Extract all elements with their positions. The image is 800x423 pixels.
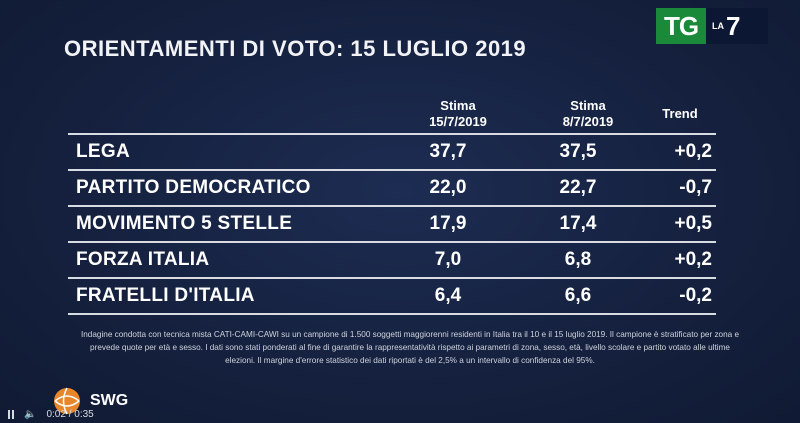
estimate-previous: 17,4 [559,213,597,234]
swg-logo: SWG [52,386,128,416]
volume-icon[interactable]: 🔈 [24,409,37,420]
table-row: LEGA 37,7 37,5 +0,2 [68,133,716,169]
estimate-previous: 6,6 [564,285,592,306]
page-title: ORIENTAMENTI DI VOTO: 15 LUGLIO 2019 [64,36,527,61]
trend-value: -0,2 [679,285,712,306]
tg-la7-logo: TG LA 7 [656,8,768,44]
column-header-current: Stima 15/7/2019 [398,98,518,130]
seven-logo-text: 7 [726,10,741,41]
estimate-previous: 37,5 [559,141,597,162]
party-name: PARTITO DEMOCRATICO [76,177,311,198]
trend-value: -0,7 [679,177,712,198]
trend-value: +0,5 [674,213,712,234]
estimate-current: 22,0 [429,177,467,198]
table-row: MOVIMENTO 5 STELLE 17,9 17,4 +0,5 [68,205,716,241]
pause-icon[interactable] [8,410,14,419]
estimate-previous: 6,8 [564,249,592,270]
estimate-current: 6,4 [434,285,462,306]
swg-globe-icon [54,387,80,415]
column-header-current-label: Stima [440,98,476,113]
trend-value: +0,2 [674,141,712,162]
estimate-previous: 22,7 [559,177,597,198]
swg-logo-text: SWG [90,392,129,409]
party-name: MOVIMENTO 5 STELLE [76,213,293,234]
column-header-previous-date: 8/7/2019 [562,114,614,129]
party-name: FRATELLI D'ITALIA [76,285,255,306]
party-name: FORZA ITALIA [76,249,210,270]
tg-logo-text: TG [656,8,706,44]
trend-value: +0,2 [674,249,712,270]
playback-time: 0:02 / 0:35 [46,409,94,420]
column-header-current-date: 15/7/2019 [429,114,487,129]
estimate-current: 37,7 [429,141,467,162]
column-header-previous: Stima 8/7/2019 [528,98,648,130]
la7-logo: LA 7 [706,8,768,44]
methodology-note: Indagine condotta con tecnica mista CATI… [80,330,740,365]
table-row: FRATELLI D'ITALIA 6,4 6,6 -0,2 [68,277,716,315]
table-row: FORZA ITALIA 7,0 6,8 +0,2 [68,241,716,277]
estimate-current: 7,0 [434,249,462,270]
video-player-controls: 🔈 0:02 / 0:35 [8,409,94,420]
table-row: PARTITO DEMOCRATICO 22,0 22,7 -0,7 [68,169,716,205]
party-name: LEGA [76,141,130,162]
column-header-trend: Trend [662,106,698,121]
column-header-previous-label: Stima [570,98,606,113]
la-logo-text: LA [712,21,724,31]
poll-table: LEGA 37,7 37,5 +0,2 PARTITO DEMOCRATICO … [68,133,716,315]
estimate-current: 17,9 [429,213,467,234]
